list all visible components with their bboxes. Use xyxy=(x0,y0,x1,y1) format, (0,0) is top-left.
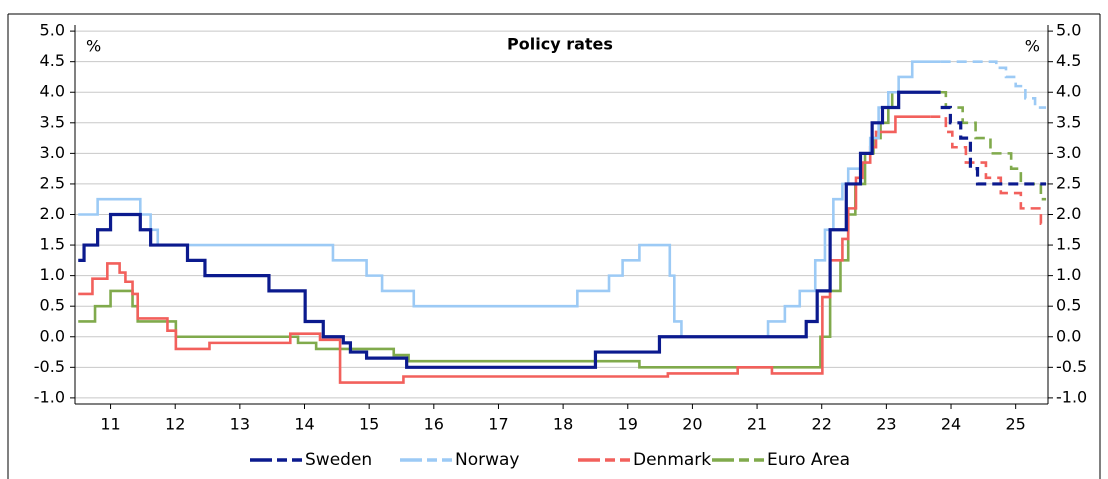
x-tick-label: 11 xyxy=(100,415,120,434)
y2-tick-label: 3.5 xyxy=(1056,112,1081,131)
y-tick-label: 4.5 xyxy=(40,51,65,70)
legend-label: Euro Area xyxy=(767,450,850,470)
chart-title: Policy rates xyxy=(507,35,613,54)
x-tick-label: 18 xyxy=(553,415,573,434)
legend-label: Norway xyxy=(455,450,520,470)
x-tick-label: 21 xyxy=(747,415,767,434)
y2-tick-label: 3.0 xyxy=(1056,143,1081,162)
y2-tick-label: 2.0 xyxy=(1056,204,1081,223)
y2-tick-label: 1.0 xyxy=(1056,265,1081,284)
x-tick-label: 19 xyxy=(618,415,638,434)
x-tick-label: 20 xyxy=(682,415,702,434)
y-tick-label: -1.0 xyxy=(34,387,65,406)
y-tick-label: 3.5 xyxy=(40,112,65,131)
y2-tick-label: 5.0 xyxy=(1056,21,1081,40)
x-tick-label: 15 xyxy=(359,415,379,434)
forecast-line xyxy=(940,105,1047,186)
x-tick-label: 16 xyxy=(424,415,444,434)
forecast-line xyxy=(930,115,1047,225)
y-tick-label: 1.5 xyxy=(40,235,65,254)
forecast-line xyxy=(940,60,1047,109)
x-tick-label: 13 xyxy=(230,415,250,434)
x-tick-label: 23 xyxy=(876,415,896,434)
legend-label: Denmark xyxy=(633,450,711,470)
y2-tick-label: 4.0 xyxy=(1056,82,1081,101)
y-tick-label: 3.0 xyxy=(40,143,65,162)
y2-tick-label: 1.5 xyxy=(1056,235,1081,254)
y-tick-label: 4.0 xyxy=(40,82,65,101)
y2-tick-label: -1.0 xyxy=(1056,387,1087,406)
y2-tick-label: -0.5 xyxy=(1056,357,1087,376)
y-tick-label: 2.5 xyxy=(40,173,65,192)
y2-tick-label: 4.5 xyxy=(1056,51,1081,70)
y-tick-label: 2.0 xyxy=(40,204,65,223)
y2-tick-label: 2.5 xyxy=(1056,173,1081,192)
y-tick-label: 1.0 xyxy=(40,265,65,284)
y-unit-right: % xyxy=(1025,37,1040,56)
y-tick-label: 0.0 xyxy=(40,326,65,345)
y-tick-label: -0.5 xyxy=(34,357,65,376)
series-line xyxy=(78,60,941,339)
x-tick-label: 24 xyxy=(941,415,961,434)
legend-label: Sweden xyxy=(305,450,372,470)
x-tick-label: 25 xyxy=(1005,415,1025,434)
series-line xyxy=(78,90,941,369)
x-tick-label: 17 xyxy=(488,415,508,434)
x-tick-label: 22 xyxy=(812,415,832,434)
y-unit-left: % xyxy=(86,37,101,56)
y2-tick-label: 0.0 xyxy=(1056,326,1081,345)
y-tick-label: 0.5 xyxy=(40,296,65,315)
x-tick-label: 14 xyxy=(294,415,314,434)
y2-tick-label: 0.5 xyxy=(1056,296,1081,315)
y-tick-label: 5.0 xyxy=(40,21,65,40)
x-tick-label: 12 xyxy=(165,415,185,434)
